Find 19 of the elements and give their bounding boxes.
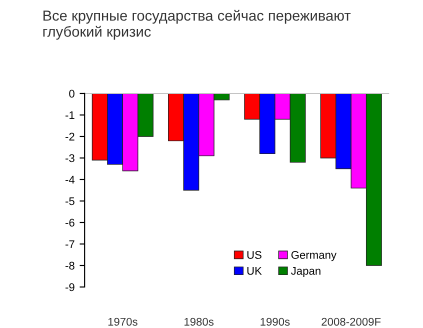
legend-label: UK xyxy=(247,267,262,275)
x-tick-label: 1970s xyxy=(108,318,138,326)
chart-title: Все крупные государства сейчас переживают глубокий кризис xyxy=(43,10,351,40)
y-tick-label: -6 xyxy=(65,218,74,227)
legend-label: US xyxy=(247,251,262,259)
x-tick-label: 1990s xyxy=(260,318,290,326)
y-tick-label: -9 xyxy=(65,283,74,292)
y-tick-label: -7 xyxy=(65,240,74,248)
x-tick-label: 1980s xyxy=(184,318,214,326)
y-tick-label: 0 xyxy=(69,90,74,98)
y-tick-label: -2 xyxy=(65,132,74,141)
y-tick-label: -8 xyxy=(65,262,74,270)
legend-label: Japan xyxy=(291,267,320,277)
y-tick-label: -4 xyxy=(65,176,75,184)
x-tick-label: 2008-2009F xyxy=(322,318,381,326)
y-tick-label: -3 xyxy=(65,154,74,162)
y-tick-label: -5 xyxy=(65,197,74,206)
legend-label: Germany xyxy=(291,251,337,262)
y-tick-label: -1 xyxy=(65,111,74,120)
